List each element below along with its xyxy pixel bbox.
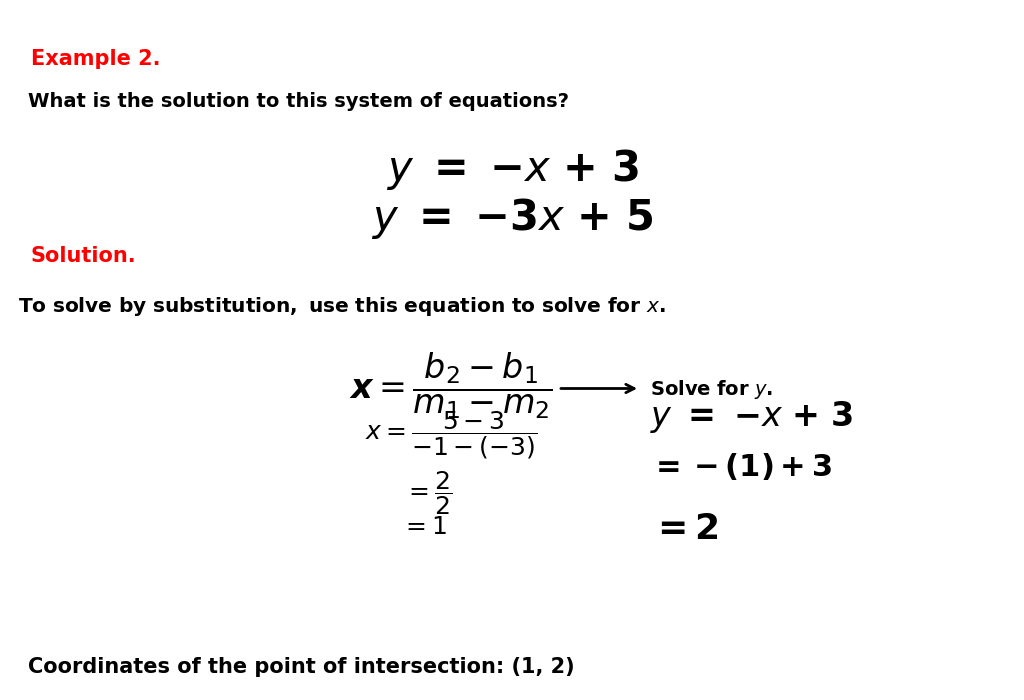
Text: $= \dfrac{2}{2}$: $= \dfrac{2}{2}$ xyxy=(404,469,453,517)
Text: $\boldsymbol{x} = \dfrac{\boldsymbol{b_2}-\boldsymbol{b_1}}{\boldsymbol{m_1}-\bo: $\boldsymbol{x} = \dfrac{\boldsymbol{b_2… xyxy=(349,350,552,421)
Text: Example 2.: Example 2. xyxy=(31,49,160,69)
Text: $x = \dfrac{5-3}{-1-(-3)}$: $x = \dfrac{5-3}{-1-(-3)}$ xyxy=(365,410,537,461)
Text: $= 1$: $= 1$ xyxy=(401,514,447,538)
Text: $\mathbf{\mathit{y}}\ \mathbf{=}\ \mathbf{-}\mathbf{\mathit{x}}\ \mathbf{+}\ \ma: $\mathbf{\mathit{y}}\ \mathbf{=}\ \mathb… xyxy=(386,147,638,192)
Text: $\mathbf{= -(1) + 3}$: $\mathbf{= -(1) + 3}$ xyxy=(650,452,833,482)
Text: $\mathbf{To\ solve\ by\ substitution,\ use\ this\ equation\ to\ solve\ for}\ \ma: $\mathbf{To\ solve\ by\ substitution,\ u… xyxy=(18,295,666,318)
Text: What is the solution to this system of equations?: What is the solution to this system of e… xyxy=(28,92,568,111)
Text: $\mathbf{\mathit{y}}\ \mathbf{=}\ \mathbf{-}\mathbf{\mathit{x}}\ \mathbf{+}\ \ma: $\mathbf{\mathit{y}}\ \mathbf{=}\ \mathb… xyxy=(650,399,853,435)
Text: $\mathbf{Solve\ for}\ \mathbf{\mathit{y}}\mathbf{.}$: $\mathbf{Solve\ for}\ \mathbf{\mathit{y}… xyxy=(650,378,773,401)
Text: $\mathbf{\mathit{y}}\ \mathbf{=}\ \mathbf{-3}\mathbf{\mathit{x}}\ \mathbf{+}\ \m: $\mathbf{\mathit{y}}\ \mathbf{=}\ \mathb… xyxy=(371,196,653,241)
Text: Coordinates of the point of intersection: (1, 2): Coordinates of the point of intersection… xyxy=(28,657,574,677)
Text: $\mathbf{= 2}$: $\mathbf{= 2}$ xyxy=(650,512,719,547)
Text: Solution.: Solution. xyxy=(31,246,136,267)
